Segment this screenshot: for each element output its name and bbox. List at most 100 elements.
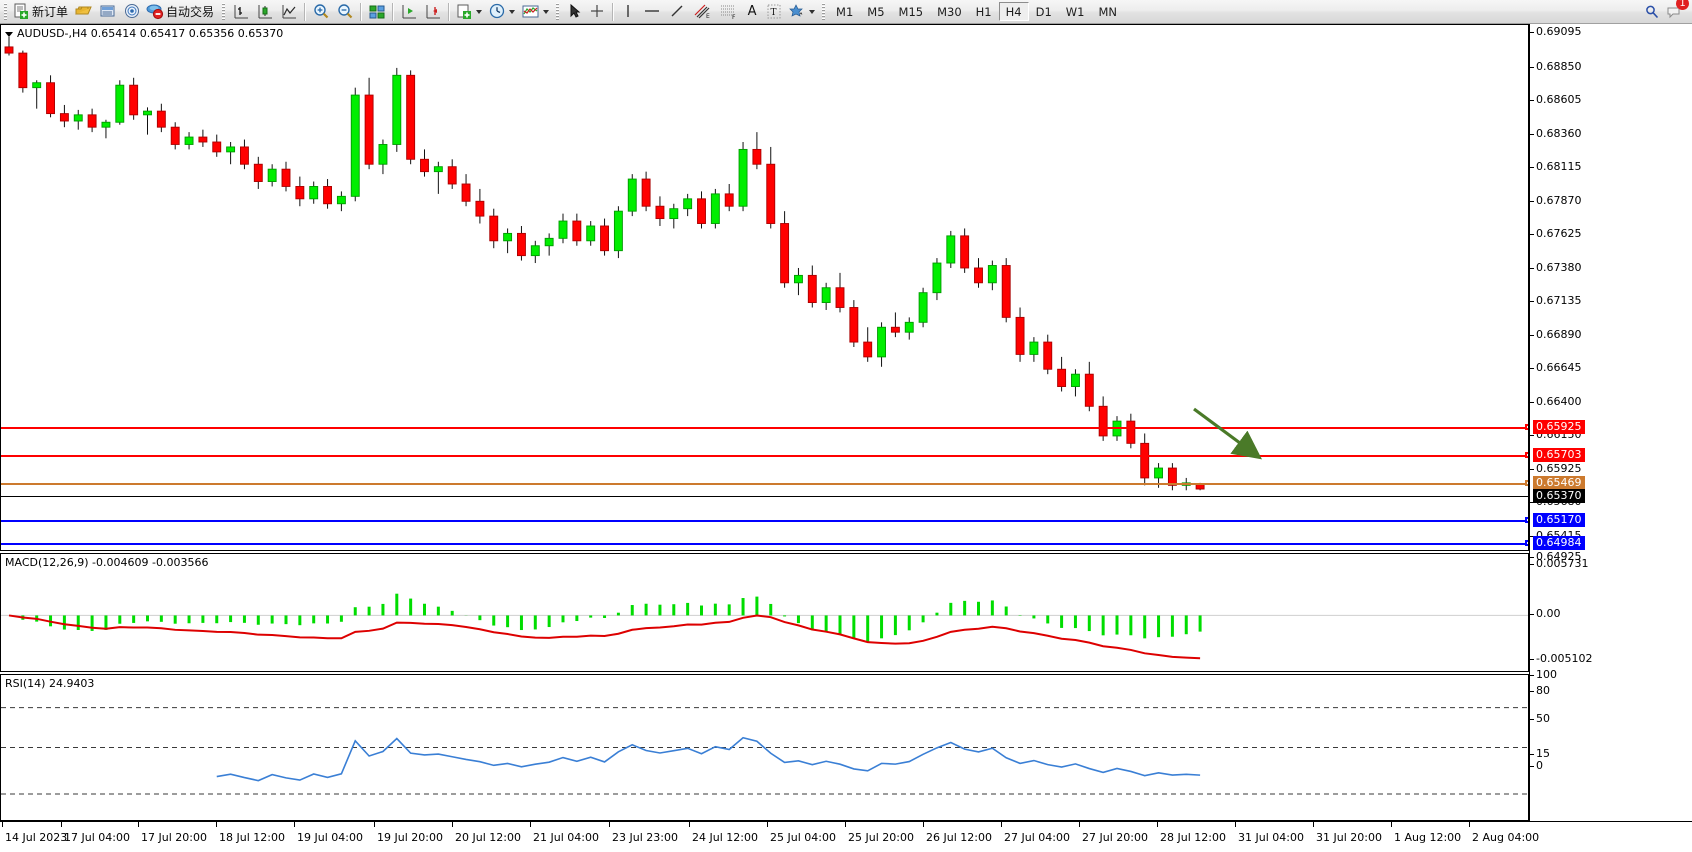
rsi-label: RSI(14) 24.9403 bbox=[5, 677, 95, 690]
chevron-down-icon[interactable] bbox=[476, 9, 483, 14]
notification-badge: 1 bbox=[1676, 0, 1689, 10]
time-axis-label: 27 Jul 20:00 bbox=[1082, 831, 1148, 844]
time-tick bbox=[1001, 822, 1002, 827]
candlestick-chart-button[interactable] bbox=[253, 1, 277, 23]
time-tick bbox=[452, 822, 453, 827]
time-tick bbox=[374, 822, 375, 827]
chevron-down-icon[interactable] bbox=[5, 31, 13, 37]
chevron-down-icon[interactable] bbox=[543, 9, 550, 14]
horizontal-line-button[interactable] bbox=[639, 1, 665, 23]
folder-icon bbox=[75, 3, 93, 20]
timeframe-mn[interactable]: MN bbox=[1098, 4, 1117, 19]
time-tick bbox=[1235, 822, 1236, 827]
time-tick bbox=[1157, 822, 1158, 827]
new-order-icon bbox=[13, 3, 30, 20]
rsi-tick-label: 0 bbox=[1530, 759, 1543, 772]
price-tick-label: 0.68850 bbox=[1530, 60, 1582, 73]
price-scale[interactable]: 0.69095 0.68850 0.68605 0.68360 0.68115 0.678… bbox=[1529, 24, 1692, 821]
time-tick bbox=[767, 822, 768, 827]
toolbar-grip-3[interactable] bbox=[554, 2, 562, 21]
macd-pane[interactable]: MACD(12,26,9) -0.004609 -0.003566 bbox=[0, 553, 1529, 672]
text-button[interactable]: A bbox=[741, 1, 763, 23]
trendline-button[interactable] bbox=[665, 1, 689, 23]
entry-line-tag[interactable]: 0.65469 bbox=[1533, 476, 1585, 490]
resistance-line-1-tag[interactable]: 0.65925 bbox=[1533, 420, 1585, 434]
notifications-button[interactable]: 1 bbox=[1663, 0, 1689, 23]
price-tick-label: 0.66400 bbox=[1530, 395, 1582, 408]
shift-end-button[interactable] bbox=[397, 1, 421, 23]
new-order-button[interactable]: 新订单 bbox=[11, 1, 72, 23]
objects-button[interactable] bbox=[785, 1, 818, 23]
toolbar-separator-2 bbox=[360, 2, 363, 21]
time-axis-label: 25 Jul 04:00 bbox=[770, 831, 836, 844]
support-line-2-tag[interactable]: 0.64984 bbox=[1533, 536, 1585, 550]
horizontal-line-icon bbox=[642, 3, 662, 20]
market-watch-button[interactable] bbox=[120, 1, 144, 23]
price-tick-label: 0.67870 bbox=[1530, 194, 1582, 207]
price-tick-label: 0.67380 bbox=[1530, 261, 1582, 274]
timeframe-m5[interactable]: M5 bbox=[867, 4, 885, 19]
macd-label: MACD(12,26,9) -0.004609 -0.003566 bbox=[5, 556, 209, 569]
crosshair-icon bbox=[588, 3, 606, 20]
expert-advisors-button[interactable] bbox=[72, 1, 96, 23]
timeframe-d1[interactable]: D1 bbox=[1035, 4, 1052, 19]
auto-scroll-button[interactable] bbox=[421, 1, 445, 23]
text-label-icon: T bbox=[766, 3, 782, 20]
time-axis-label: 17 Jul 20:00 bbox=[141, 831, 207, 844]
zoom-out-button[interactable] bbox=[333, 1, 357, 23]
timeframe-h1[interactable]: H1 bbox=[975, 4, 992, 19]
bar-chart-button[interactable] bbox=[229, 1, 253, 23]
rsi-tick-label: 100 bbox=[1530, 668, 1557, 681]
indicators-button[interactable] bbox=[518, 1, 552, 23]
svg-text:E: E bbox=[706, 13, 710, 20]
zoom-in-icon bbox=[312, 3, 330, 20]
tile-windows-button[interactable] bbox=[365, 1, 389, 23]
price-tick-label: 0.68115 bbox=[1530, 160, 1582, 173]
vertical-line-button[interactable] bbox=[617, 1, 639, 23]
auto-scroll-icon bbox=[424, 3, 442, 20]
cursor-button[interactable] bbox=[563, 1, 585, 23]
time-tick bbox=[2, 822, 3, 827]
text-label-button[interactable]: T bbox=[763, 1, 785, 23]
chart-shift-icon bbox=[400, 3, 418, 20]
time-axis-label: 19 Jul 20:00 bbox=[377, 831, 443, 844]
new-order-label: 新订单 bbox=[32, 5, 69, 19]
text-icon: A bbox=[747, 4, 757, 19]
chart-symbol-header[interactable]: AUDUSD-,H4 0.65414 0.65417 0.65356 0.653… bbox=[5, 27, 283, 40]
toolbar-grip[interactable] bbox=[2, 2, 9, 21]
timeframes-button[interactable] bbox=[485, 1, 518, 23]
chevron-down-icon[interactable] bbox=[809, 9, 816, 14]
support-line-1-tag[interactable]: 0.65170 bbox=[1533, 513, 1585, 527]
time-tick bbox=[1391, 822, 1392, 827]
line-chart-button[interactable] bbox=[277, 1, 301, 23]
chevron-down-icon[interactable] bbox=[509, 9, 516, 14]
clock-icon bbox=[488, 3, 506, 20]
time-tick bbox=[1079, 822, 1080, 827]
current-price-line-tag[interactable]: 0.65370 bbox=[1533, 489, 1585, 503]
new-chart-button[interactable] bbox=[453, 1, 485, 23]
objects-icon bbox=[788, 3, 806, 20]
terminal-button[interactable] bbox=[96, 1, 120, 23]
price-tick-label: 0.66645 bbox=[1530, 361, 1582, 374]
channel-icon: E bbox=[692, 3, 712, 20]
toolbar-grip-4[interactable] bbox=[820, 2, 828, 21]
timeframe-m1[interactable]: M1 bbox=[836, 4, 854, 19]
equidistant-channel-button[interactable]: E bbox=[689, 1, 715, 23]
rsi-pane[interactable]: RSI(14) 24.9403 bbox=[0, 674, 1529, 821]
timeframe-h4[interactable]: H4 bbox=[998, 2, 1029, 21]
fibonacci-button[interactable]: F bbox=[715, 1, 741, 23]
search-button[interactable] bbox=[1641, 1, 1663, 23]
price-pane[interactable]: AUDUSD-,H4 0.65414 0.65417 0.65356 0.653… bbox=[0, 24, 1529, 551]
crosshair-button[interactable] bbox=[585, 1, 609, 23]
timeframe-m30[interactable]: M30 bbox=[937, 4, 962, 19]
zoom-in-button[interactable] bbox=[309, 1, 333, 23]
toolbar-grip-2[interactable] bbox=[220, 2, 228, 21]
terminal-icon bbox=[99, 3, 117, 20]
price-tick-label: 0.68605 bbox=[1530, 93, 1582, 106]
resistance-line-2-tag[interactable]: 0.65703 bbox=[1533, 448, 1585, 462]
timeframe-w1[interactable]: W1 bbox=[1065, 4, 1085, 19]
auto-trading-button[interactable]: 自动交易 bbox=[144, 1, 218, 23]
timeframe-m15[interactable]: M15 bbox=[898, 4, 924, 19]
rsi-tick-label: 15 bbox=[1530, 747, 1550, 760]
